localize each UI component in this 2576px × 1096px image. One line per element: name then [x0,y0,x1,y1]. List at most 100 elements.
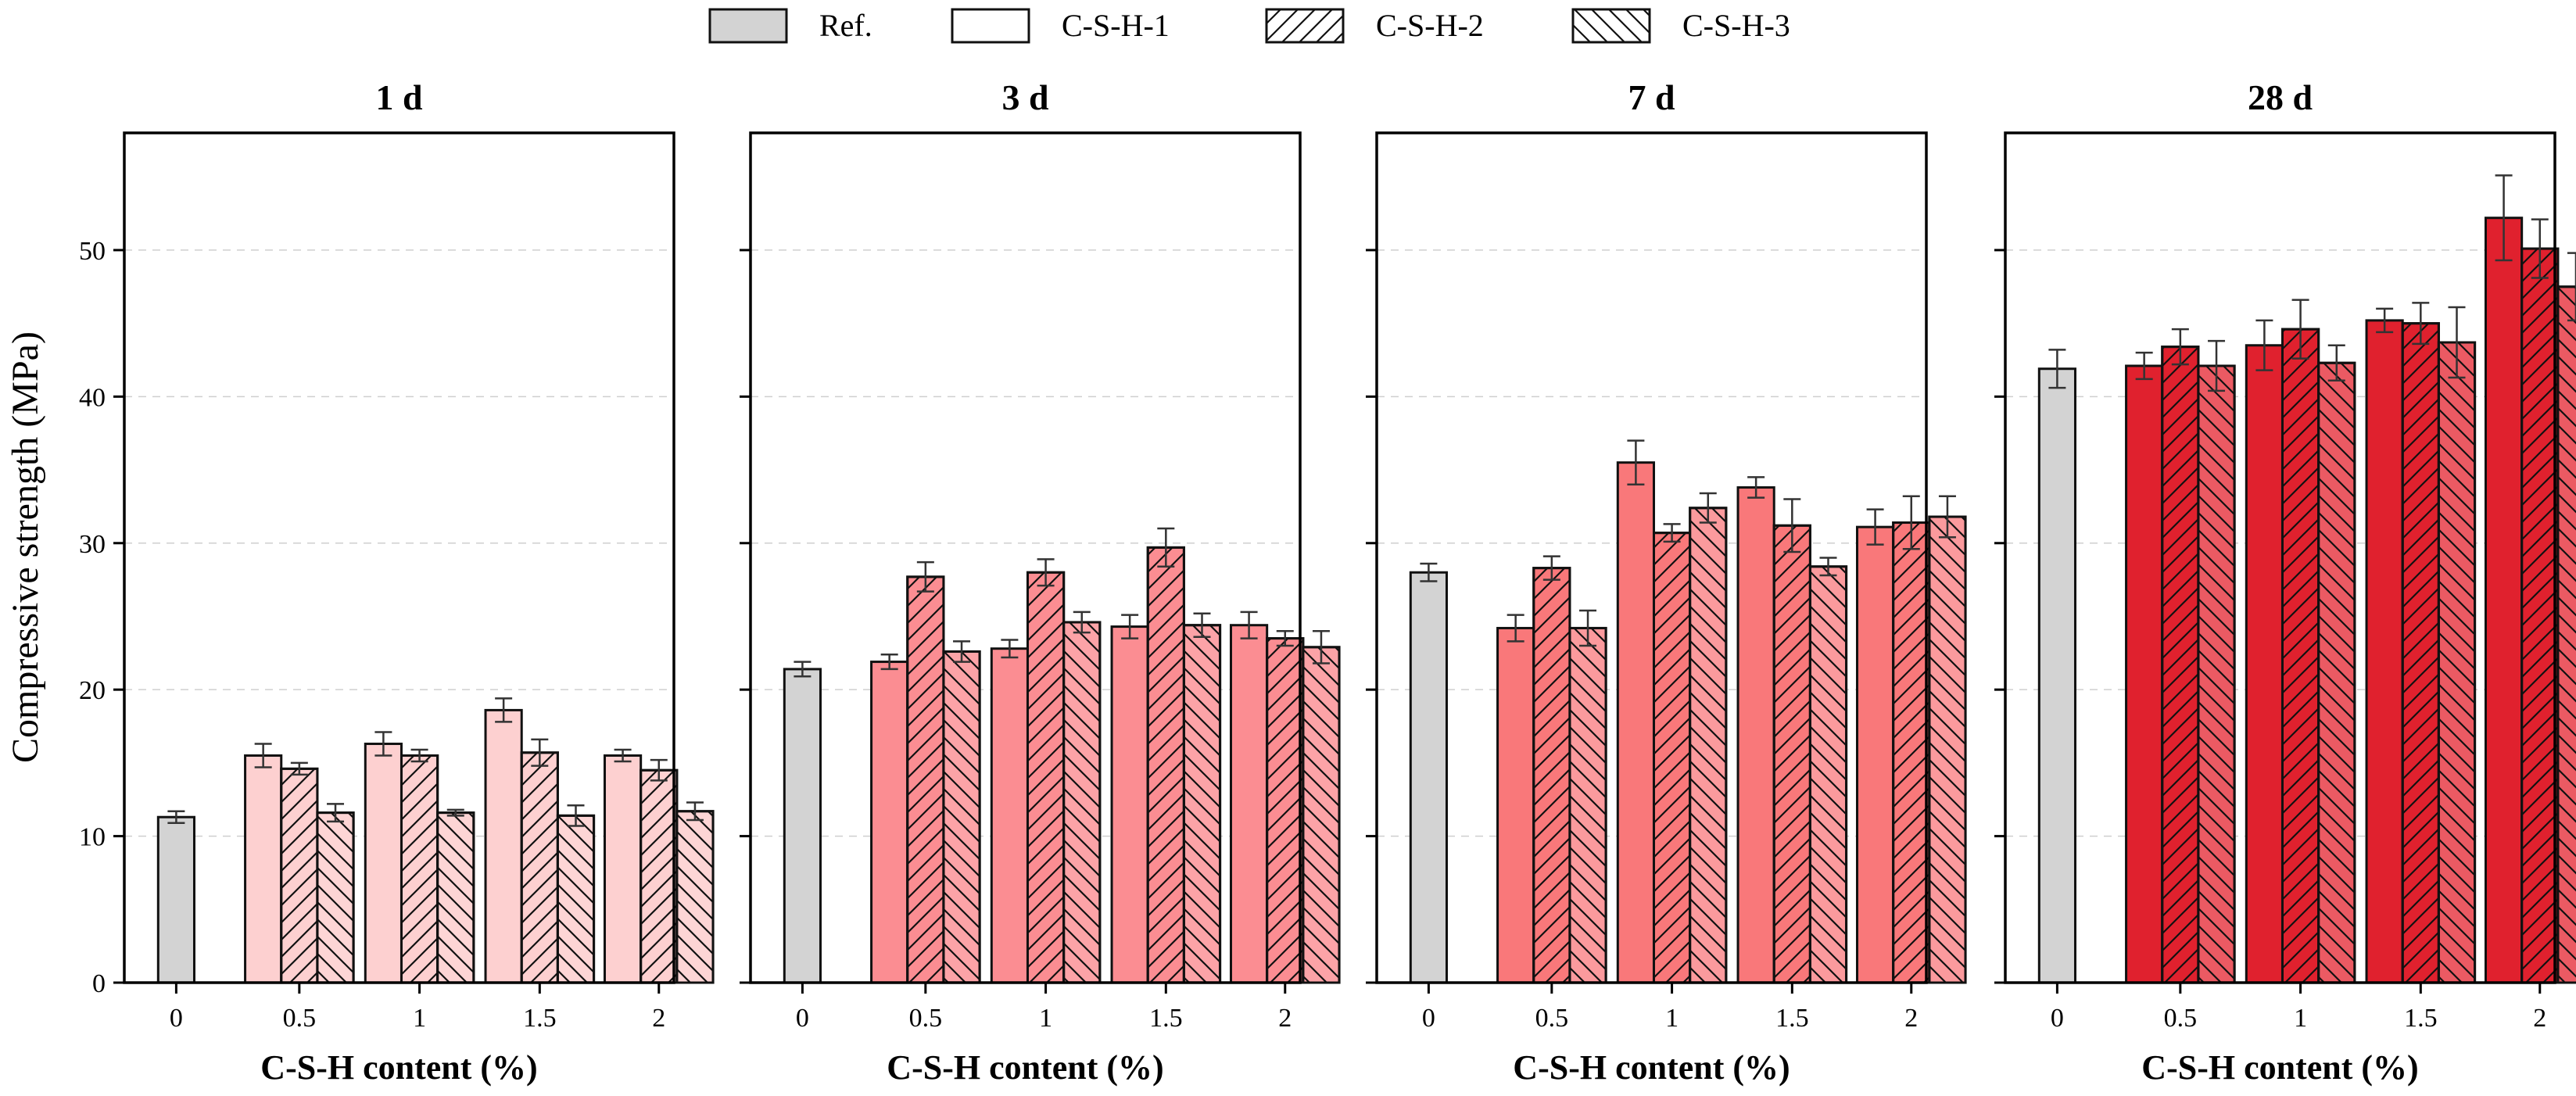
x-tick-label: 1.5 [523,1004,557,1033]
x-tick-label: 0 [796,1004,809,1033]
bar-c-s-h-1 [364,743,403,984]
bar-c-s-h-3-hatch [1302,646,1341,984]
error-bar [167,810,185,824]
bar-c-s-h-2-hatch [1652,532,1692,984]
bar-c-s-h-1 [2125,364,2164,984]
axes-frame [749,131,1302,984]
y-tick-label: 30 [79,530,106,559]
error-bar [953,640,971,663]
legend-entry: Ref. [708,8,872,44]
x-axis-label: C-S-H content (%) [260,1048,537,1087]
bar-c-s-h-1 [2365,319,2404,984]
error-bar [2048,349,2066,389]
bar-c-s-h-3-hatch [1808,565,1848,984]
error-bar [1747,476,1765,499]
legend-label: Ref. [819,8,872,43]
error-bar [254,743,272,768]
error-bar [2135,351,2153,381]
x-tick-label: 2 [1904,1004,1918,1033]
bar-c-s-h-3-hatch [2437,341,2477,984]
y-axis-label-group: Compressive strength (MPa) [5,331,46,763]
x-tick-label: 2 [652,1004,665,1033]
error-bar [1819,557,1837,577]
bar-c-s-h-1 [2484,217,2524,984]
error-bar [1121,614,1139,639]
x-axis-label: C-S-H content (%) [887,1048,1163,1087]
bar-c-s-h-3-hatch [1062,621,1102,984]
bar-c-s-h-2-hatch [2280,328,2320,984]
error-bar [1157,527,1175,568]
bar-ref [783,668,822,984]
error-bar [1579,609,1597,647]
error-bar [495,697,513,723]
legend-label: C-S-H-2 [1376,8,1484,43]
bar-c-s-h-1 [1855,525,1895,984]
error-bar [1420,562,1438,582]
legend-swatch [708,8,788,44]
error-bar [2376,307,2394,334]
bar-c-s-h-2-hatch [906,575,945,984]
error-bar [1902,495,1920,550]
bar-c-s-h-2-hatch [1892,521,1931,984]
error-bar [2448,306,2466,379]
bar-c-s-h-2-hatch [640,768,679,984]
bar-ref [156,815,195,984]
x-tick-label: 1 [413,1004,426,1033]
bar-c-s-h-1 [1110,625,1149,984]
error-bar [1276,629,1294,647]
bar-c-s-h-2-hatch [2401,322,2440,984]
error-bar [880,653,898,671]
bar-c-s-h-1 [1736,486,1775,984]
error-bar [1312,629,1330,664]
x-tick-label: 2 [1278,1004,1292,1033]
bar-c-s-h-2-hatch [280,767,319,984]
bar-c-s-h-2-hatch [399,754,439,984]
bar-c-s-h-2-hatch [1026,571,1066,984]
bar-c-s-h-3-hatch [942,650,981,984]
bar-c-s-h-3-hatch [1928,515,1967,984]
x-tick-label: 0 [2051,1004,2064,1033]
legend-label: C-S-H-3 [1682,8,1790,43]
bar-c-s-h-2-hatch [1532,567,1571,984]
y-axis-label: Compressive strength (MPa) [5,331,46,763]
error-bar [2412,302,2430,346]
error-bar [2255,319,2273,371]
legend-entry: C-S-H-1 [951,8,1170,44]
bar-c-s-h-3-hatch [1689,507,1728,984]
error-bar [2291,299,2309,360]
x-tick-label: 0.5 [909,1004,943,1033]
x-tick-label: 0 [170,1004,183,1033]
error-bar [327,803,345,823]
error-bar [2208,339,2226,392]
x-tick-label: 0.5 [283,1004,317,1033]
bar-c-s-h-2-hatch [1146,546,1185,984]
bar-ref [1409,571,1448,984]
bar-c-s-h-1 [990,647,1029,984]
error-bar [916,561,934,593]
error-bar [1663,523,1681,543]
error-bar [410,748,428,763]
bar-c-s-h-1 [1616,461,1655,984]
axes-frame [2004,131,2556,984]
x-axis-label: C-S-H content (%) [1513,1048,1790,1087]
panel-title: 7 d [1628,77,1675,117]
bar-c-s-h-3-hatch [436,811,475,984]
panel: 7 d 0 0.5 1 1.5 2 C-S-H content (%) [1366,77,1967,1087]
error-bar [2327,344,2345,381]
bar-c-s-h-3-hatch [556,814,596,984]
bar-c-s-h-3-hatch [675,810,715,984]
y-tick-label: 50 [79,237,106,266]
error-bar [1001,639,1019,659]
error-bar [374,731,392,757]
bar-c-s-h-3-hatch [2197,364,2236,984]
legend-entry: C-S-H-2 [1265,8,1484,44]
panel: 28 d 0 0.5 1 1.5 2 C-S-H content (%) [1994,77,2576,1087]
panel: 3 d 0 0.5 1 1.5 2 C-S-H content (%) [740,77,1341,1087]
legend: Ref. C-S-H-1 C-S-H-2 C-S-H-3 [708,8,1790,44]
bar-c-s-h-2-hatch [520,751,559,984]
panel-title: 1 d [375,77,423,117]
bar-c-s-h-2-hatch [2520,247,2560,984]
bar-c-s-h-2-hatch [1772,524,1811,984]
